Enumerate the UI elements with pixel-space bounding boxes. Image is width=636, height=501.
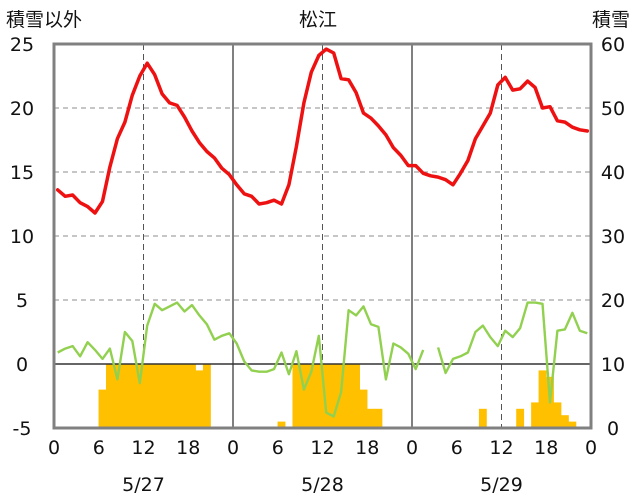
x-hour-label: 12 (310, 437, 334, 459)
wind-line (57, 301, 425, 418)
precip-bar (120, 364, 129, 428)
x-hour-label: 0 (227, 437, 239, 459)
x-hour-label: 18 (534, 437, 558, 459)
left-tick-label: 0 (16, 354, 28, 376)
wind-line (436, 301, 588, 404)
x-hour-label: 6 (93, 437, 105, 459)
x-hour-label: 6 (272, 437, 284, 459)
right-tick-label: 50 (601, 98, 625, 120)
precip-bar (538, 370, 547, 428)
precip-bar (188, 364, 196, 428)
left-tick-label: 25 (10, 34, 34, 56)
precip-bar (277, 421, 286, 428)
data-lines (54, 47, 591, 418)
precip-bar (143, 364, 152, 428)
precip-bar (158, 364, 167, 428)
precip-bar (553, 402, 562, 428)
chart-title: 松江 (299, 9, 337, 31)
precip-bar (128, 364, 137, 428)
tick-labels: -5 0 5 10 15 20 25 0 10 20 30 40 50 60 0 6 12 18 0 6 12 18 0 6 1… (10, 34, 625, 496)
x-hour-label: 12 (489, 437, 513, 459)
left-tick-label: 10 (10, 226, 34, 248)
x-hour-label: 18 (355, 437, 379, 459)
plot-frame (52, 42, 593, 430)
left-tick-label: -5 (13, 418, 32, 440)
precip-bar (202, 364, 211, 428)
precip-bar (292, 364, 301, 428)
precip-bar (314, 364, 323, 428)
precip-bar (531, 402, 539, 428)
x-hour-label: 0 (585, 437, 597, 459)
precip-bar (180, 364, 189, 428)
x-hour-label: 0 (406, 437, 418, 459)
date-label: 5/28 (301, 474, 344, 496)
right-axis-label: 積雪 (592, 9, 630, 31)
right-tick-label: 10 (601, 354, 625, 376)
right-tick-label: 20 (601, 290, 625, 312)
right-tick-label: 0 (607, 418, 619, 440)
precip-bar (329, 364, 338, 428)
precip-bar (173, 364, 181, 428)
precip-bar (113, 364, 122, 428)
precip-bar (195, 370, 204, 428)
x-hour-label: 6 (451, 437, 463, 459)
date-label: 5/29 (480, 474, 523, 496)
precip-bar (367, 408, 375, 428)
right-tick-label: 40 (601, 162, 625, 184)
temperature-line (55, 47, 590, 215)
left-axis-label: 積雪以外 (6, 9, 82, 31)
right-tick-label: 60 (601, 34, 625, 56)
precipitation-bars (98, 364, 577, 428)
precip-bar (560, 415, 569, 428)
precip-bar (359, 389, 368, 428)
precip-bar (478, 408, 487, 428)
date-label: 5/27 (122, 474, 165, 496)
precip-bar (299, 364, 308, 428)
precip-bar (106, 364, 114, 428)
left-tick-label: 15 (10, 162, 34, 184)
precip-bar (344, 364, 353, 428)
left-tick-label: 20 (10, 98, 34, 120)
x-hour-label: 12 (131, 437, 155, 459)
precip-bar (98, 389, 107, 428)
precip-bar (516, 408, 525, 428)
precip-bar (135, 364, 144, 428)
precip-bar (322, 364, 331, 428)
precip-bar (352, 364, 360, 428)
precip-bar (150, 364, 159, 428)
precip-bar (307, 364, 316, 428)
x-hour-label: 0 (48, 437, 60, 459)
precip-bar (374, 408, 383, 428)
precip-bar (568, 421, 577, 428)
left-tick-label: 5 (16, 290, 28, 312)
right-tick-label: 30 (601, 226, 625, 248)
x-hour-label: 18 (176, 437, 200, 459)
precip-bar (165, 364, 174, 428)
